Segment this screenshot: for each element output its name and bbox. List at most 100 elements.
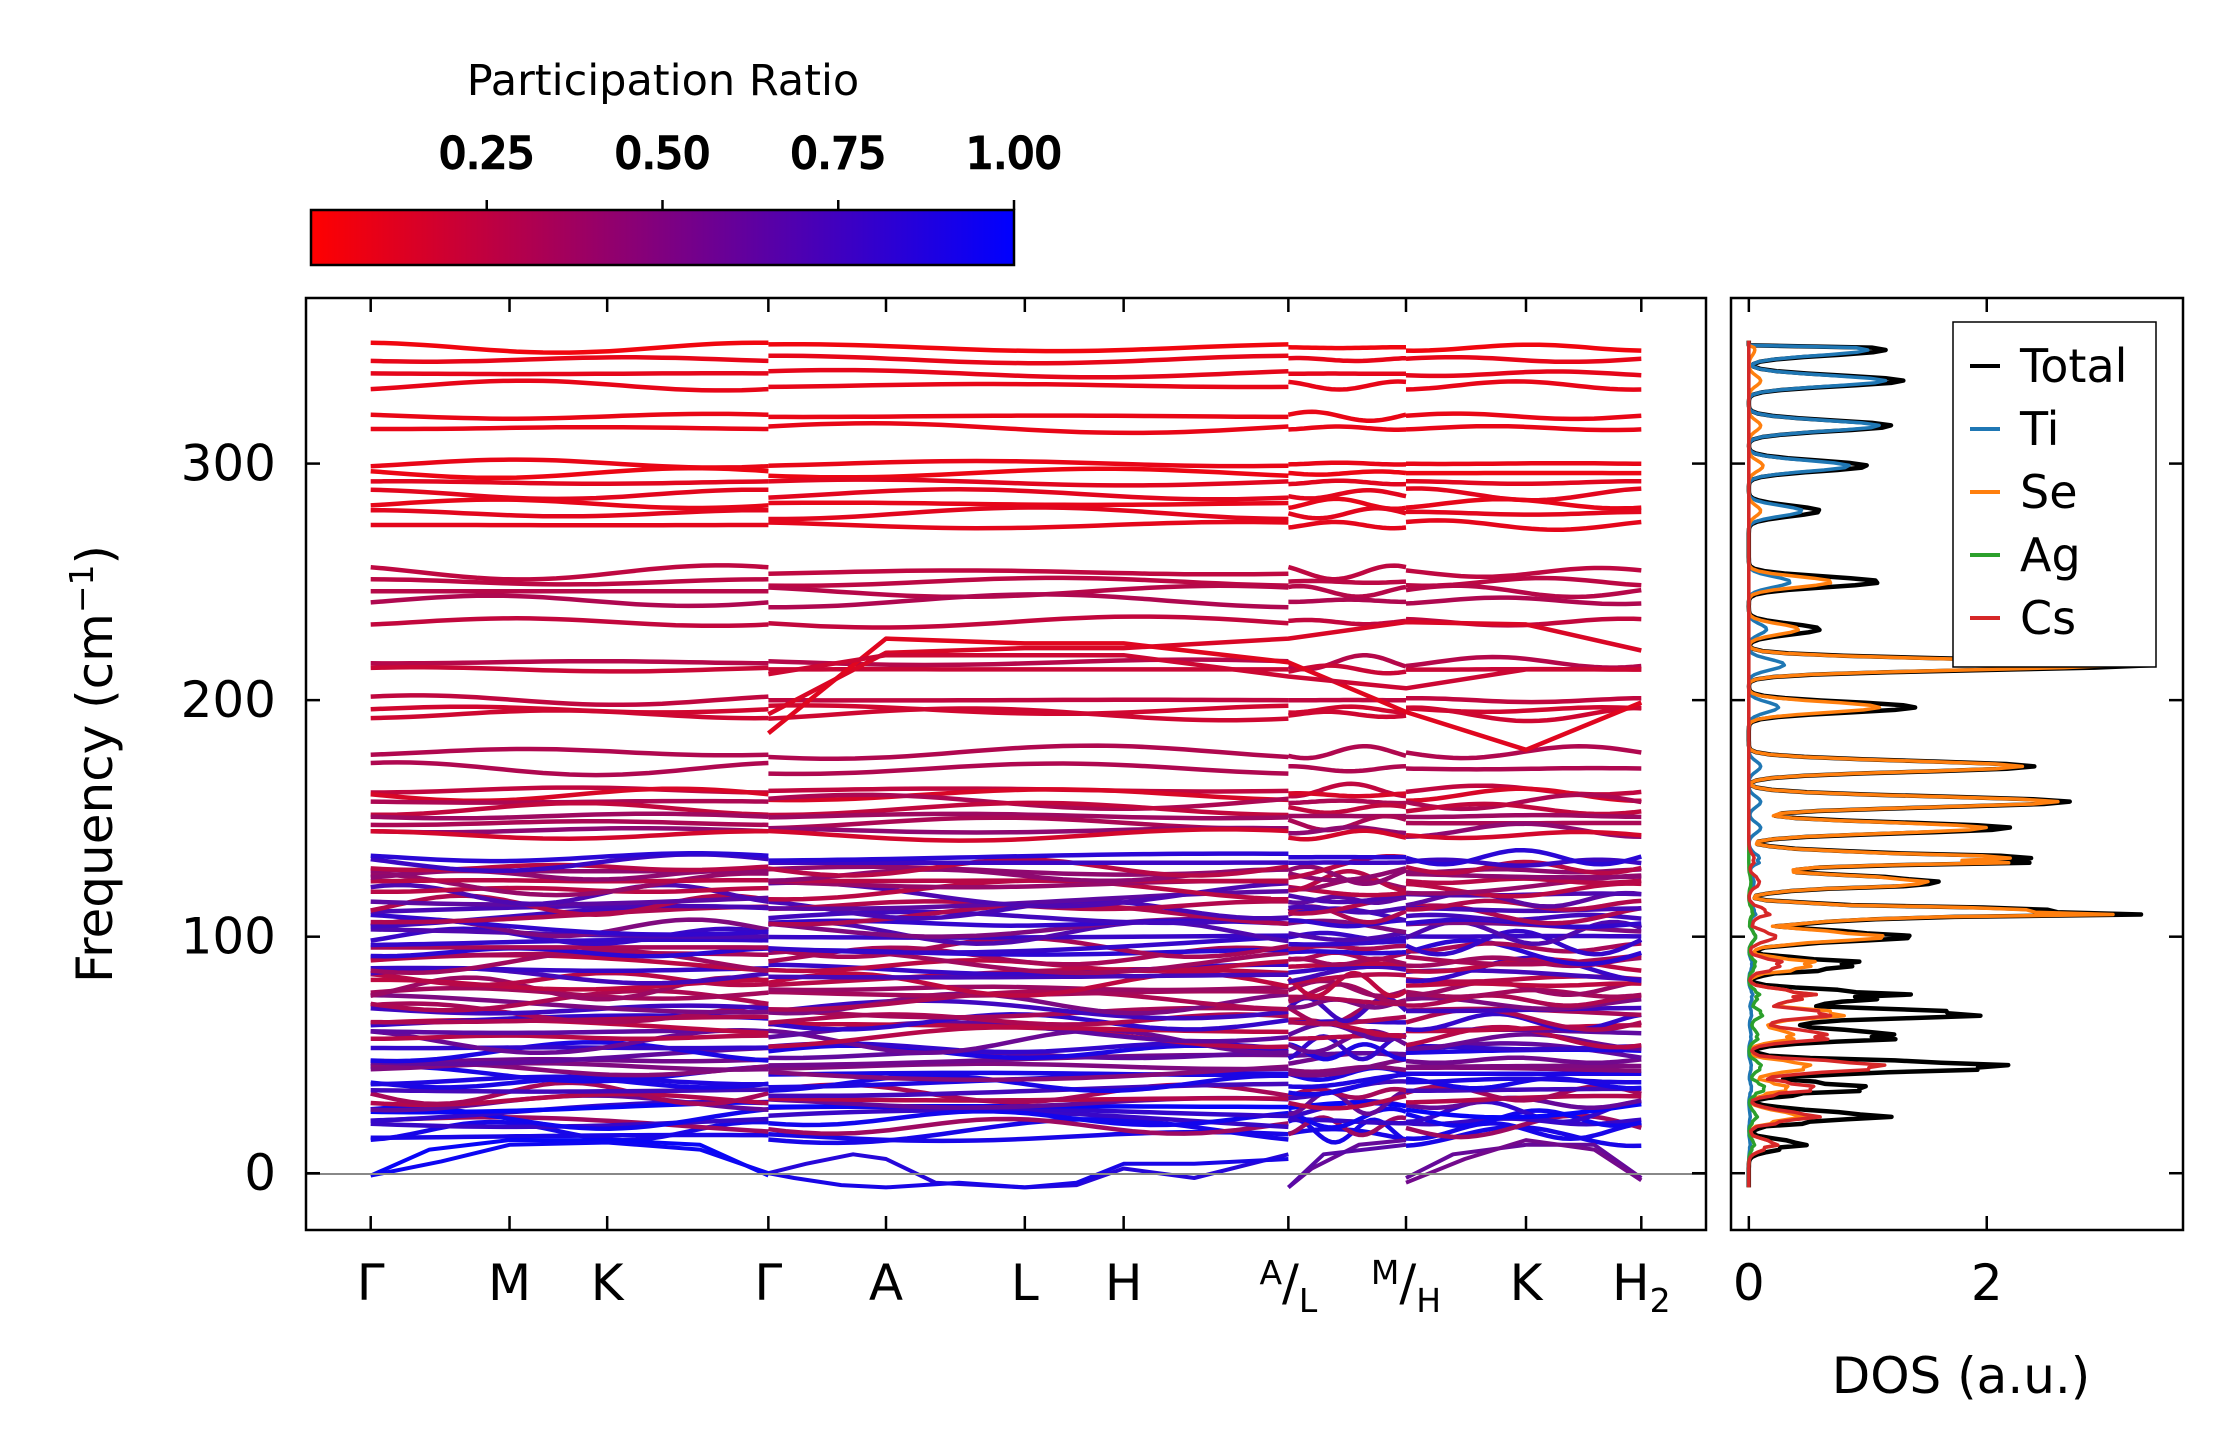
band-line — [370, 1033, 769, 1042]
x-tick-label-main: K — [591, 1254, 625, 1312]
band-line — [1288, 1057, 1407, 1078]
colorbar-gradient — [309, 208, 1016, 267]
band-line — [1405, 705, 1642, 724]
band-line — [1288, 1064, 1407, 1074]
band-line — [1288, 802, 1407, 815]
band-line — [370, 507, 769, 519]
band-line — [768, 743, 1289, 761]
band-line — [768, 761, 1289, 777]
band-line — [1405, 654, 1642, 670]
band-line — [768, 1073, 1289, 1093]
legend-label-cs: Cs — [2020, 591, 2076, 645]
band-line — [768, 500, 1289, 508]
band-line — [1405, 1093, 1642, 1105]
x-tick-label: Γ — [754, 1254, 782, 1312]
band-line — [370, 665, 769, 674]
band-line — [1405, 478, 1642, 487]
band-line — [1287, 866, 1407, 883]
band-line — [1405, 847, 1642, 867]
band-line — [370, 577, 769, 587]
band-line — [1288, 597, 1406, 605]
band-axes-frame — [304, 296, 1708, 1232]
band-line — [370, 466, 769, 481]
band-line — [370, 371, 769, 377]
acoustic-band-line — [1405, 1142, 1643, 1180]
band-line — [1405, 1113, 1642, 1140]
band-line — [1405, 354, 1642, 365]
colorbar-tick-label: 0.75 — [790, 129, 886, 179]
band-line — [768, 367, 1289, 380]
band-line — [1288, 869, 1407, 893]
colorbar-title: Participation Ratio — [467, 56, 860, 106]
x-tick-label-superscript: M — [1371, 1253, 1399, 1292]
x-tick-label: H2 — [1612, 1254, 1671, 1320]
band-line — [370, 800, 769, 817]
band-line — [1288, 578, 1407, 586]
band-line — [1405, 953, 1642, 967]
band-line — [1288, 828, 1407, 842]
colorbar-ticks: 0.25 0.50 0.75 1.00 — [438, 128, 1063, 265]
acoustic-band-line — [767, 1152, 1289, 1190]
x-tick-label-main: H — [1612, 1254, 1650, 1312]
x-tick-label-main: L — [1011, 1254, 1039, 1312]
band-line — [1288, 918, 1407, 929]
band-line — [370, 1074, 769, 1087]
band-line — [1405, 565, 1642, 580]
x-tick-label-main: Γ — [754, 1254, 782, 1312]
x-tick-label: K — [591, 1254, 625, 1312]
colorbar: Participation Ratio 0.25 0.50 0.75 1.00 — [309, 56, 1063, 267]
x-tick-label: Γ — [357, 1254, 385, 1312]
band-line — [1405, 1075, 1642, 1091]
band-line — [1288, 930, 1407, 942]
band-line — [1405, 518, 1642, 532]
band-line — [768, 575, 1289, 589]
band-line — [370, 893, 769, 917]
band-line — [370, 992, 769, 1015]
band-line — [1405, 993, 1642, 1008]
band-line — [1288, 949, 1407, 956]
band-line — [1288, 663, 1407, 676]
band-line — [768, 413, 1289, 420]
dos-x-tick-label: 2 — [1971, 1254, 2003, 1312]
band-line — [1405, 744, 1642, 761]
band-line — [370, 946, 769, 959]
band-line — [370, 851, 769, 864]
band-line — [767, 619, 1642, 717]
band-line — [370, 829, 769, 841]
band-line — [768, 984, 1289, 993]
band-line — [1288, 825, 1407, 836]
x-tick-label-main: H — [1105, 1254, 1143, 1312]
band-line — [1405, 933, 1642, 939]
band-lines — [369, 340, 1643, 1190]
dos-line-cs — [1747, 340, 1887, 1188]
x-tick-label-main: M — [488, 1254, 531, 1312]
band-line — [1288, 583, 1407, 599]
band-line — [1405, 1121, 1642, 1142]
band-line — [768, 919, 1289, 946]
band-y-axis: 0 100 200 300 — [181, 435, 1706, 1202]
band-line — [1405, 917, 1642, 930]
x-tick-label: A/L — [1259, 1253, 1317, 1320]
band-line — [370, 878, 769, 884]
y-tick-label: 0 — [244, 1144, 276, 1202]
acoustic-band-line — [370, 1140, 770, 1178]
band-line — [768, 519, 1289, 531]
band-line — [768, 800, 1289, 818]
band-line — [1288, 972, 1407, 985]
band-line — [768, 972, 1289, 980]
band-line — [768, 1049, 1289, 1061]
band-line — [768, 1061, 1289, 1072]
legend-label-se: Se — [2020, 465, 2078, 519]
band-line — [370, 411, 769, 421]
band-line — [768, 652, 1642, 691]
band-line — [370, 746, 769, 758]
band-line — [370, 424, 769, 432]
x-tick-label-main: K — [1510, 1254, 1544, 1312]
x-tick-label-slash: / — [1399, 1254, 1416, 1312]
x-tick-label-subscript: 2 — [1650, 1281, 1671, 1320]
band-line — [370, 895, 769, 907]
band-line — [1405, 881, 1642, 899]
x-tick-label-main: Γ — [357, 1254, 385, 1312]
band-line — [768, 568, 1289, 577]
band-line — [1288, 894, 1407, 905]
